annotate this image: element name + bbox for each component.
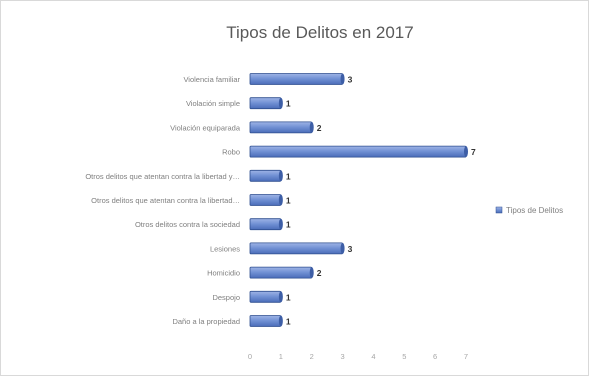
bar [249, 145, 467, 158]
data-label: 1 [286, 196, 291, 206]
data-label: 1 [286, 220, 291, 230]
chart-title: Tipos de Delitos en 2017 [226, 23, 413, 42]
x-tick-label: 5 [402, 352, 406, 361]
x-tick-label: 4 [371, 352, 375, 361]
category-label: Despojo [212, 293, 240, 302]
bar [249, 290, 282, 303]
legend-swatch [495, 206, 503, 214]
bar-end-cap [278, 97, 283, 109]
data-label: 1 [286, 171, 291, 181]
category-label: Violación simple [186, 99, 240, 108]
bar-end-cap [309, 267, 314, 279]
data-label: 3 [348, 75, 353, 85]
bar-end-cap [278, 218, 283, 230]
data-label: 1 [286, 317, 291, 327]
category-label: Lesiones [210, 244, 240, 253]
bar-end-cap [340, 73, 345, 85]
category-label: Daño a la propiedad [172, 317, 240, 326]
category-label: Violencia familiar [183, 75, 240, 84]
data-label: 2 [317, 268, 322, 278]
category-label: Otros delitos contra la sociedad [135, 220, 240, 229]
category-axis-labels: Violencia familiar Violación simple Violac… [85, 75, 240, 326]
bar-end-cap [309, 121, 314, 133]
bar [249, 97, 282, 110]
bar-series [249, 73, 468, 327]
category-label: Otros delitos que atentan contra la libe… [91, 196, 240, 205]
bar [249, 169, 282, 182]
bar [249, 218, 282, 231]
x-tick-label: 6 [433, 352, 437, 361]
category-label: Otros delitos que atentan contra la libe… [85, 172, 240, 181]
value-axis-tick-labels: 0 1 2 3 4 5 6 7 [248, 352, 468, 361]
data-label: 7 [471, 147, 476, 157]
x-tick-label: 2 [310, 352, 314, 361]
bar-end-cap [278, 194, 283, 206]
bar [249, 73, 343, 85]
category-label: Violación equiparada [170, 123, 241, 132]
data-label: 3 [348, 244, 353, 254]
data-label: 1 [286, 99, 291, 109]
data-label: 2 [317, 123, 322, 133]
x-tick-label: 7 [464, 352, 468, 361]
bar [249, 194, 282, 206]
data-labels: 3 1 2 7 1 1 1 3 2 1 1 [286, 75, 476, 327]
data-label: 1 [286, 292, 291, 302]
category-label: Robo [222, 148, 240, 157]
bar-end-cap [278, 315, 283, 327]
bar [249, 266, 313, 279]
bar [249, 315, 282, 327]
bar [249, 242, 343, 255]
legend-label: Tipos de Delitos [506, 206, 563, 215]
x-tick-label: 3 [340, 352, 344, 361]
bar-end-cap [278, 291, 283, 303]
x-tick-label: 0 [248, 352, 252, 361]
bar-end-cap [340, 242, 345, 254]
bar [249, 121, 313, 134]
x-tick-label: 1 [279, 352, 283, 361]
category-label: Homicidio [207, 269, 240, 278]
bar-end-cap [464, 146, 468, 158]
legend: Tipos de Delitos [495, 206, 563, 215]
bar-end-cap [278, 170, 283, 182]
